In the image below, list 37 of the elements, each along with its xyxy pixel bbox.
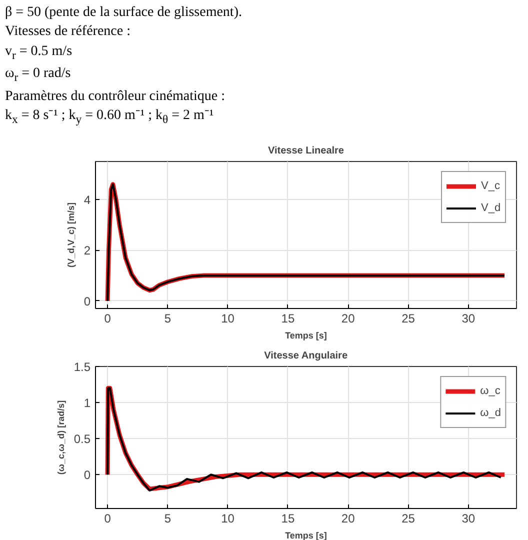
- chart-title: Vitesse Angulaire: [264, 350, 348, 362]
- legend-label: ω_d: [480, 407, 501, 419]
- x-tick-label: 5: [164, 512, 172, 526]
- x-axis-title: Temps [s]: [285, 330, 327, 340]
- y-tick-label: 0: [84, 294, 91, 308]
- x-tick-label: 0: [104, 312, 112, 326]
- legend-label: ω_c: [480, 385, 500, 397]
- legend-label: V_c: [481, 180, 501, 192]
- x-tick-label: 5: [164, 312, 172, 326]
- x-tick-label: 30: [462, 312, 476, 326]
- text: β = 50 (pente de la surface de glissement).: [5, 5, 242, 20]
- text: k$_{x}$ = 8 s⁻¹ ; k$_{y}$ = 0.60 m⁻¹ ; k$_{θ}$ = 2 m⁻¹: [5, 108, 215, 128]
- y-tick-label: 4: [84, 193, 91, 208]
- text: Paramètres du contrôleur cinématique :: [5, 89, 226, 104]
- x-tick-label: 10: [221, 312, 235, 326]
- y-tick-label: 1.5: [74, 360, 91, 374]
- y-tick-label: 1: [84, 396, 91, 410]
- y-tick-label: 0: [84, 468, 91, 482]
- x-tick-label: 25: [402, 312, 416, 326]
- x-axis-title: Temps [s]: [285, 530, 327, 540]
- text: Vitesses de référence :: [5, 24, 132, 40]
- x-tick-label: 10: [221, 512, 235, 526]
- x-tick-label: 25: [402, 512, 416, 526]
- y-axis-title: (V_d,V_c) [m/s]: [66, 202, 76, 268]
- text: ω$_{r}$ = 0 rad/s: [5, 66, 72, 86]
- text: v$_{r}$ = 0.5 m/s: [5, 44, 74, 62]
- x-tick-label: 0: [104, 512, 112, 526]
- y-tick-label: 2: [84, 244, 91, 258]
- x-tick-label: 15: [281, 512, 295, 526]
- legend-label: V_d: [481, 202, 501, 214]
- y-axis-title: (ω_c,ω_d) [rad/s]: [56, 400, 66, 475]
- x-tick-label: 15: [281, 312, 295, 326]
- x-tick-label: 20: [341, 312, 356, 326]
- y-tick-label: 0.5: [74, 432, 91, 446]
- x-tick-label: 20: [341, 512, 356, 526]
- x-tick-label: 30: [462, 512, 476, 526]
- chart-title: Vitesse Linealre: [268, 146, 344, 156]
